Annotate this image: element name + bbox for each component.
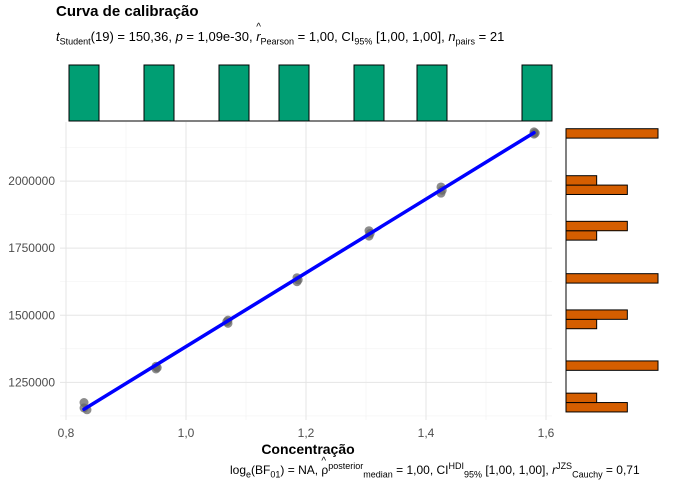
grid bbox=[60, 122, 552, 420]
right-histogram-bar bbox=[565, 392, 598, 404]
right-histogram-bar bbox=[565, 318, 598, 330]
chart-title: Curva de calibração bbox=[56, 3, 199, 20]
fit-line bbox=[82, 130, 536, 412]
x-axis-title: Concentração bbox=[261, 441, 354, 457]
top-histogram-bar bbox=[68, 64, 100, 122]
right-histogram-bar bbox=[565, 128, 659, 139]
x-tick-label: 1,6 bbox=[538, 426, 555, 440]
top-histogram-bar bbox=[218, 64, 250, 122]
right-histogram-bar bbox=[565, 220, 628, 232]
right-histogram-bar bbox=[565, 175, 598, 186]
x-tick-label: 1,4 bbox=[418, 426, 435, 440]
x-tick-label: 1,0 bbox=[178, 426, 195, 440]
top-histogram-bar bbox=[353, 64, 385, 122]
x-tick-label: 1,2 bbox=[298, 426, 315, 440]
y-tick-label: 1500000 bbox=[8, 308, 55, 322]
x-tick-label: 0,8 bbox=[58, 426, 75, 440]
right-histogram-bar bbox=[565, 309, 628, 320]
right-histogram-bar bbox=[565, 402, 628, 413]
top-histogram-bar bbox=[416, 64, 448, 122]
right-histogram bbox=[565, 128, 659, 413]
top-histogram bbox=[68, 64, 553, 122]
top-histogram-bar bbox=[278, 64, 310, 122]
right-histogram-bar bbox=[565, 360, 659, 371]
y-tick-label: 1750000 bbox=[8, 241, 55, 255]
fit-line-group bbox=[82, 130, 536, 412]
y-tick-label: 1250000 bbox=[8, 375, 55, 389]
right-histogram-bar bbox=[565, 184, 628, 195]
y-axis: 1250000 1500000 1750000 2000000 bbox=[8, 174, 55, 389]
y-tick-label: 2000000 bbox=[8, 174, 55, 188]
x-axis: 0,8 1,0 1,2 1,4 1,6 bbox=[58, 426, 555, 440]
right-histogram-bar bbox=[565, 230, 598, 241]
right-histogram-bar bbox=[565, 273, 659, 284]
top-histogram-bar bbox=[521, 64, 553, 122]
top-histogram-bar bbox=[143, 64, 175, 122]
chart-subtitle: tStudent(19) = 150,36, p = 1,09e-30, rPe… bbox=[56, 22, 504, 47]
chart-caption: loge(BF01) = NA, ρposteriormedian = 1,00… bbox=[230, 456, 640, 479]
